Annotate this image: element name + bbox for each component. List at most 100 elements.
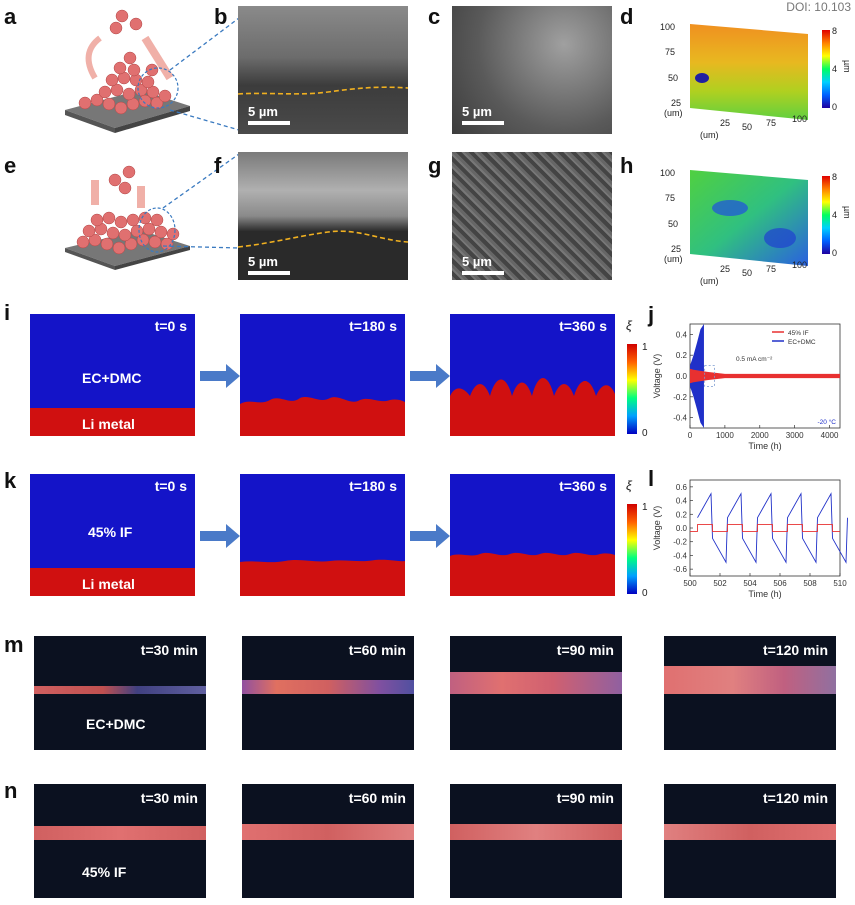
annotation: 0.5 mA cm⁻² [736, 356, 773, 363]
panel-label-c: c [428, 4, 441, 29]
phase-field-i-2: t=360 s [450, 314, 615, 436]
colorbar-tick: 0 [832, 102, 838, 112]
tick-x: 75 [766, 118, 777, 128]
panel-label-b: b [214, 4, 228, 29]
x-tick-label: 4000 [821, 431, 839, 440]
x-tick-label: 1000 [716, 431, 734, 440]
unit-x: (um) [700, 276, 719, 286]
legend-label: 45% IF [788, 330, 809, 337]
metal-label: Li metal [82, 576, 135, 592]
unit-x: (um) [700, 130, 719, 140]
photo-time: t=60 min [348, 790, 406, 806]
series-45-if [690, 368, 840, 384]
tick-y: 50 [668, 73, 679, 83]
topography-map-h [690, 170, 808, 266]
colorbar-tick: 1 [642, 342, 648, 353]
x-tick-label: 0 [688, 431, 693, 440]
x-tick-label: 504 [743, 579, 757, 588]
x-tick-label: 3000 [786, 431, 804, 440]
y-tick-label: 0.0 [676, 524, 688, 533]
photo-m-0: t=30 min EC+DMC [34, 636, 206, 750]
x-tick-label: 2000 [751, 431, 769, 440]
scalebar-bar [248, 271, 290, 275]
y-tick-label: 0.6 [676, 483, 688, 492]
scalebar-label: 5 µm [462, 104, 492, 119]
photo-time: t=30 min [140, 790, 198, 806]
phase-field-k-2: t=360 s [450, 474, 615, 596]
topography-map-d [690, 24, 808, 120]
x-axis-label: Time (h) [748, 441, 781, 451]
arrow-right-icon [410, 364, 450, 388]
series-45-if [690, 524, 840, 532]
tick-y: 100 [660, 22, 676, 32]
y-tick-label: -0.4 [673, 551, 687, 560]
colorbar-unit: µm [842, 206, 852, 219]
y-axis-label: Voltage (V) [652, 354, 662, 399]
tick-x: 25 [720, 118, 731, 128]
colorbar-unit: µm [842, 60, 852, 73]
scalebar-bar [462, 271, 504, 275]
tick-y: 75 [665, 193, 676, 203]
y-tick-label: -0.2 [673, 393, 687, 402]
y-tick-label: -0.6 [673, 565, 687, 574]
electrolyte-label: 45% IF [82, 864, 127, 880]
scalebar-bar [462, 121, 504, 125]
photo-n-1: t=60 min [242, 784, 414, 898]
scalebar-label: 5 µm [248, 104, 278, 119]
colorbar-tick: 0 [642, 428, 648, 439]
panel-label-k: k [4, 468, 17, 493]
sim-time: t=360 s [559, 318, 607, 334]
schematic-e [65, 165, 190, 270]
panel-label-f: f [214, 153, 222, 178]
photo-m-3: t=120 min [664, 636, 836, 750]
tick-y: 25 [671, 98, 682, 108]
x-tick-label: 502 [713, 579, 727, 588]
photo-time: t=90 min [556, 642, 614, 658]
doi-text: DOI: 10.103 [786, 0, 851, 14]
colorbar-symbol: ξ [626, 318, 632, 333]
panel-label-j: j [648, 302, 655, 327]
colorbar-h [822, 176, 830, 254]
x-axis-label: Time (h) [748, 589, 781, 599]
sim-time: t=180 s [349, 318, 397, 334]
panel-label-i: i [4, 300, 11, 325]
colorbar-tick: 4 [832, 210, 838, 220]
colorbar-symbol: ξ [626, 478, 632, 493]
metal-label: Li metal [82, 416, 135, 432]
panel-label-m: m [4, 632, 24, 657]
sim-time: t=0 s [154, 318, 187, 334]
photo-n-2: t=90 min [450, 784, 622, 898]
unit-y: (um) [664, 254, 683, 264]
electrolyte-label: EC+DMC [82, 370, 142, 386]
photo-n-0: t=30 min 45% IF [34, 784, 206, 898]
sem-image-b: 5 µm [238, 6, 408, 134]
tick-x: 50 [742, 122, 753, 132]
sim-time: t=0 s [154, 478, 187, 494]
colorbar-tick: 1 [642, 502, 648, 513]
y-tick-label: 0.2 [676, 351, 688, 360]
photo-n-3: t=120 min [664, 784, 836, 898]
unit-y: (um) [664, 108, 683, 118]
colorbar-d [822, 30, 830, 108]
colorbar-i [627, 344, 637, 434]
panel-label-g: g [428, 153, 442, 178]
photo-m-2: t=90 min [450, 636, 622, 750]
tick-y: 75 [665, 47, 676, 57]
zoom-lines-a [169, 18, 240, 131]
arrow-right-icon [410, 524, 450, 548]
electrolyte-label: EC+DMC [86, 716, 146, 732]
sem-image-g: 5 µm [452, 152, 612, 280]
photo-time: t=30 min [140, 642, 198, 658]
x-tick-label: 506 [773, 579, 787, 588]
phase-field-i-1: t=180 s [240, 314, 405, 436]
scalebar-bar [248, 121, 290, 125]
phase-field-k-1: t=180 s [240, 474, 405, 596]
photo-time: t=90 min [556, 790, 614, 806]
zoom-lines-e [162, 153, 240, 249]
electrolyte-label: 45% IF [88, 524, 133, 540]
panel-label-a: a [4, 4, 17, 29]
chart-l: 0.6 0.4 0.2 0.0 -0.2 -0.4 -0.6 500 502 504 506 508 5… [652, 479, 848, 599]
x-tick-label: 510 [833, 579, 847, 588]
colorbar-tick: 0 [642, 588, 648, 599]
y-tick-label: 0.4 [676, 330, 688, 339]
